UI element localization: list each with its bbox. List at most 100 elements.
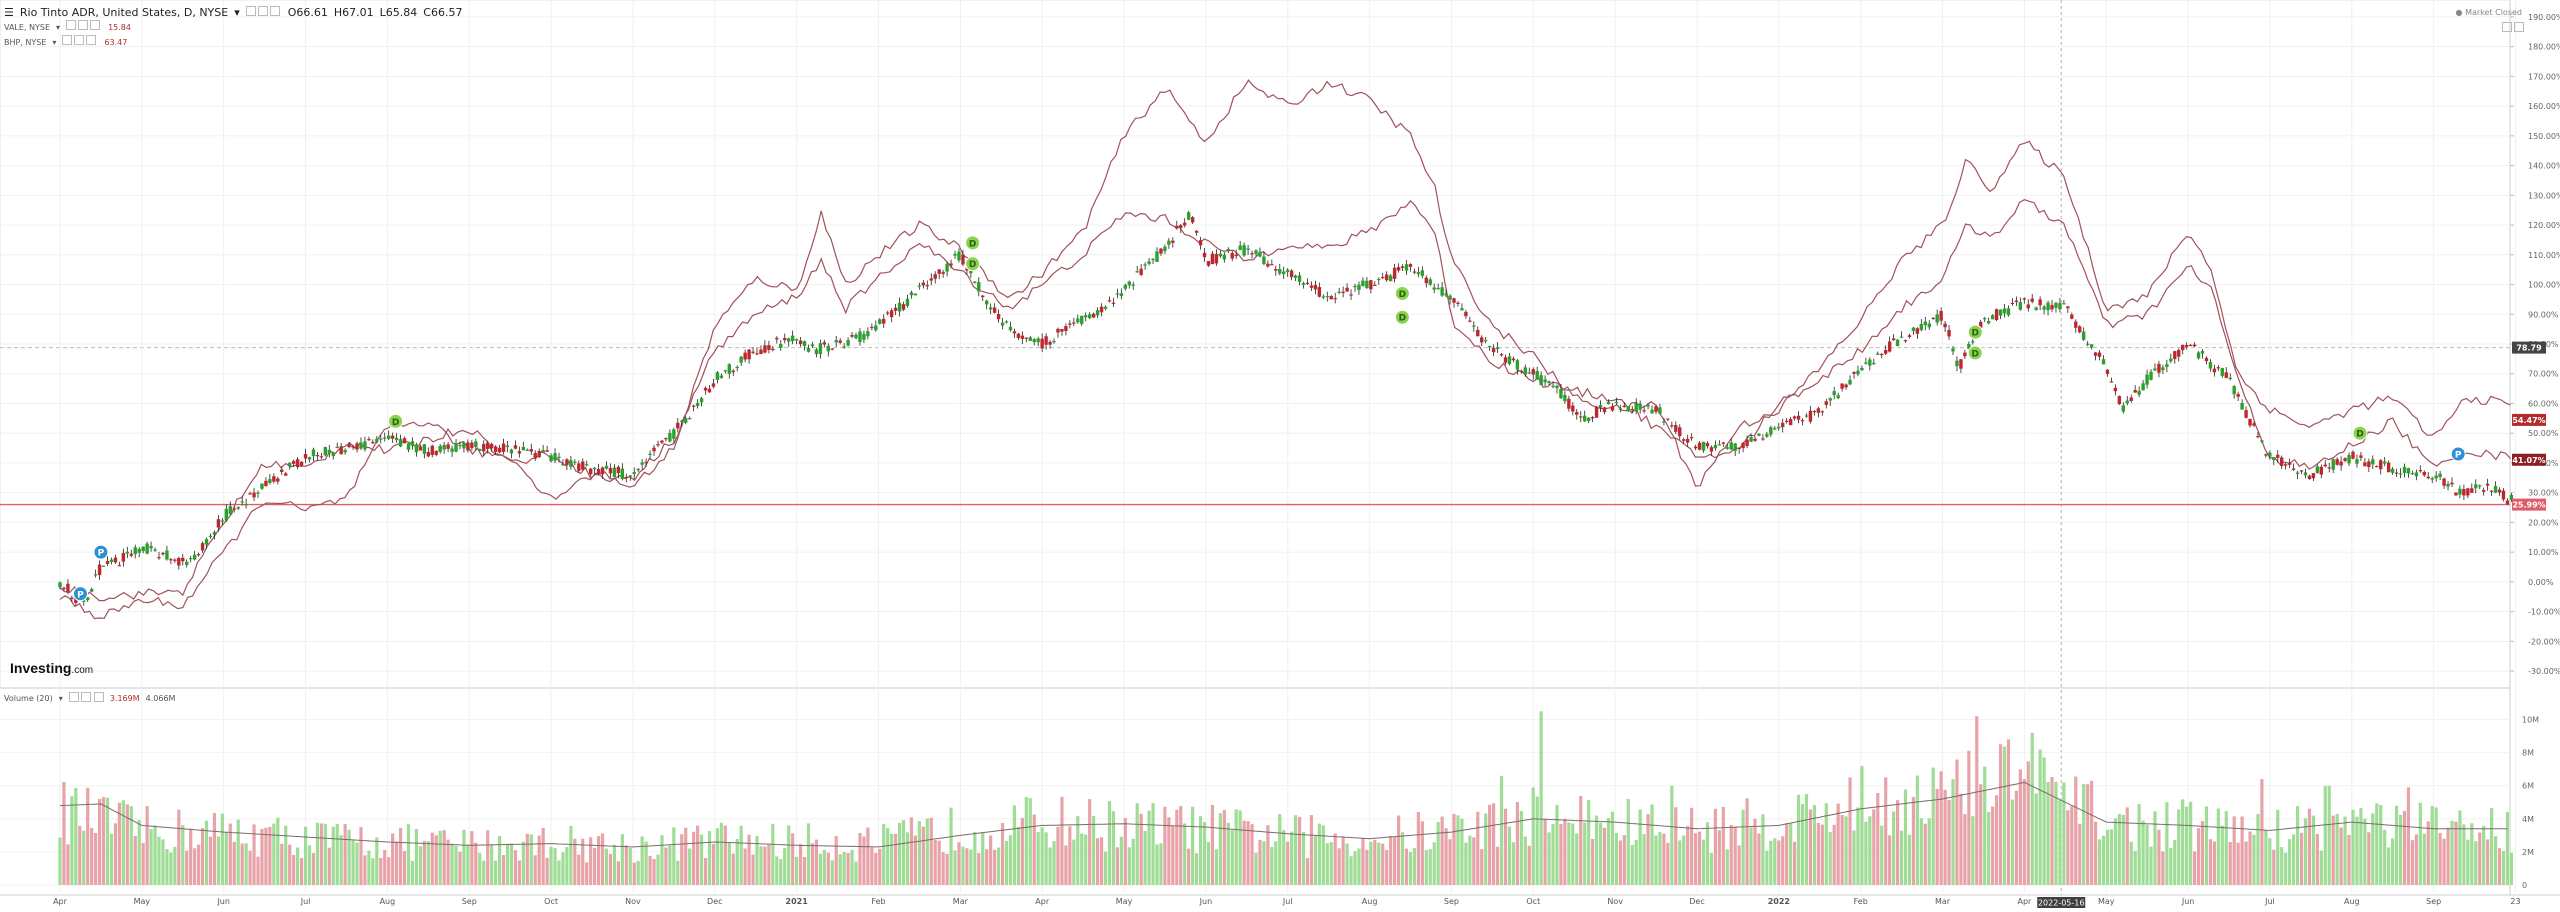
maximize-icon[interactable] bbox=[2514, 22, 2524, 32]
volume-bar bbox=[86, 787, 90, 885]
legend-menu-icon[interactable]: ☰ bbox=[4, 6, 14, 19]
candle-body bbox=[818, 343, 823, 355]
candle-body bbox=[1107, 300, 1112, 302]
square-icon[interactable] bbox=[86, 35, 97, 45]
volume-bar bbox=[1222, 809, 1226, 885]
candle-body bbox=[109, 559, 114, 563]
legend-settings-buttons[interactable] bbox=[68, 692, 104, 704]
volume-bar bbox=[1377, 842, 1381, 885]
candle-body bbox=[462, 442, 466, 449]
legend-settings-buttons[interactable] bbox=[66, 20, 102, 35]
volume-bar bbox=[2398, 814, 2403, 885]
square-icon[interactable] bbox=[245, 6, 256, 16]
candle-body bbox=[454, 443, 458, 452]
candle-body bbox=[2276, 454, 2280, 458]
volume-bar bbox=[2002, 746, 2007, 885]
volume-bar bbox=[1895, 800, 1900, 885]
candle-body bbox=[1753, 438, 1757, 441]
candle-body bbox=[2406, 468, 2411, 474]
volume-bar bbox=[1202, 822, 1207, 885]
candle-body bbox=[1670, 425, 1674, 427]
volume-bar bbox=[1024, 797, 1028, 885]
volume-bar bbox=[1626, 798, 1630, 885]
square-icon[interactable] bbox=[93, 692, 104, 702]
volume-bar bbox=[1428, 849, 1432, 885]
candle-body bbox=[553, 453, 557, 461]
candle-body bbox=[1392, 267, 1397, 279]
volume-bar bbox=[2240, 816, 2244, 885]
candle-body bbox=[2101, 359, 2106, 365]
legend-chevron-icon[interactable]: ▾ bbox=[56, 22, 61, 32]
square-icon[interactable] bbox=[68, 692, 79, 702]
legend-vale-row[interactable]: VALE, NYSE ▾ 15.84 bbox=[4, 20, 462, 35]
candle-body bbox=[177, 557, 181, 566]
candle-body bbox=[981, 295, 985, 298]
candle-body bbox=[973, 281, 977, 284]
legend-chevron-icon[interactable]: ▾ bbox=[58, 693, 63, 703]
square-icon[interactable] bbox=[66, 20, 77, 30]
candle-body bbox=[105, 561, 110, 564]
dividend-marker: D bbox=[1394, 309, 1410, 325]
volume-bar bbox=[608, 853, 613, 885]
x-tick-label: Dec bbox=[707, 897, 722, 906]
legend-settings-buttons[interactable] bbox=[245, 6, 282, 20]
volume-bar bbox=[2438, 832, 2442, 885]
volume-bar bbox=[699, 834, 704, 885]
volume-bar bbox=[2343, 816, 2347, 885]
volume-bar bbox=[1860, 765, 1864, 885]
candle-body bbox=[2299, 470, 2304, 472]
candle-body bbox=[486, 442, 490, 449]
square-icon[interactable] bbox=[74, 35, 85, 45]
volume-bar bbox=[347, 829, 351, 885]
candle-body bbox=[945, 263, 949, 272]
candle-body bbox=[2466, 488, 2470, 496]
square-icon[interactable] bbox=[62, 35, 73, 45]
candle-body bbox=[2485, 483, 2490, 486]
square-icon[interactable] bbox=[81, 692, 92, 702]
volume-bar bbox=[2058, 800, 2062, 885]
volume-bar bbox=[1638, 809, 1642, 885]
volume-bar bbox=[244, 843, 248, 885]
volume-legend[interactable]: Volume (20) ▾ 3.169M 4.066M bbox=[4, 692, 175, 704]
volume-bar bbox=[1147, 810, 1151, 885]
candle-body bbox=[196, 554, 201, 556]
candle-body bbox=[1931, 317, 1935, 319]
volume-bar bbox=[585, 862, 589, 885]
square-icon[interactable] bbox=[269, 6, 280, 16]
candle-body bbox=[1990, 315, 1995, 320]
restore-icon[interactable] bbox=[2502, 22, 2512, 32]
candle-body bbox=[1440, 287, 1444, 296]
volume-bar bbox=[497, 835, 502, 885]
candle-body bbox=[2367, 461, 2371, 467]
chart-mini-buttons[interactable] bbox=[2502, 22, 2524, 32]
legend-bhp-row[interactable]: BHP, NYSE ▾ 63.47 bbox=[4, 35, 462, 50]
square-icon[interactable] bbox=[90, 20, 101, 30]
candle-body bbox=[482, 443, 486, 452]
volume-bar bbox=[553, 848, 557, 885]
volume-bar bbox=[240, 843, 244, 885]
legend-chevron-icon[interactable]: ▾ bbox=[52, 37, 57, 47]
volume-bar bbox=[739, 825, 743, 885]
candle-body bbox=[2248, 418, 2252, 426]
volume-bar bbox=[589, 837, 593, 885]
candle-body bbox=[802, 341, 807, 347]
candle-body bbox=[505, 445, 510, 448]
volume-bar bbox=[569, 825, 573, 885]
volume-bar bbox=[2454, 821, 2458, 885]
volume-bar bbox=[2339, 827, 2343, 885]
volume-bar bbox=[1955, 759, 1959, 885]
square-icon[interactable] bbox=[78, 20, 89, 30]
legend-chevron-icon[interactable]: ▾ bbox=[234, 6, 240, 19]
volume-bar bbox=[2200, 821, 2205, 885]
candle-body bbox=[996, 313, 1001, 320]
volume-bar bbox=[2490, 807, 2494, 885]
legend-main-row[interactable]: ☰ Rio Tinto ADR, United States, D, NYSE … bbox=[4, 6, 462, 20]
candle-body bbox=[874, 325, 878, 331]
volume-bar bbox=[1789, 823, 1793, 885]
square-icon[interactable] bbox=[257, 6, 268, 16]
marker-label: D bbox=[392, 418, 399, 428]
candle-body bbox=[723, 370, 728, 372]
legend-settings-buttons[interactable] bbox=[62, 35, 98, 50]
